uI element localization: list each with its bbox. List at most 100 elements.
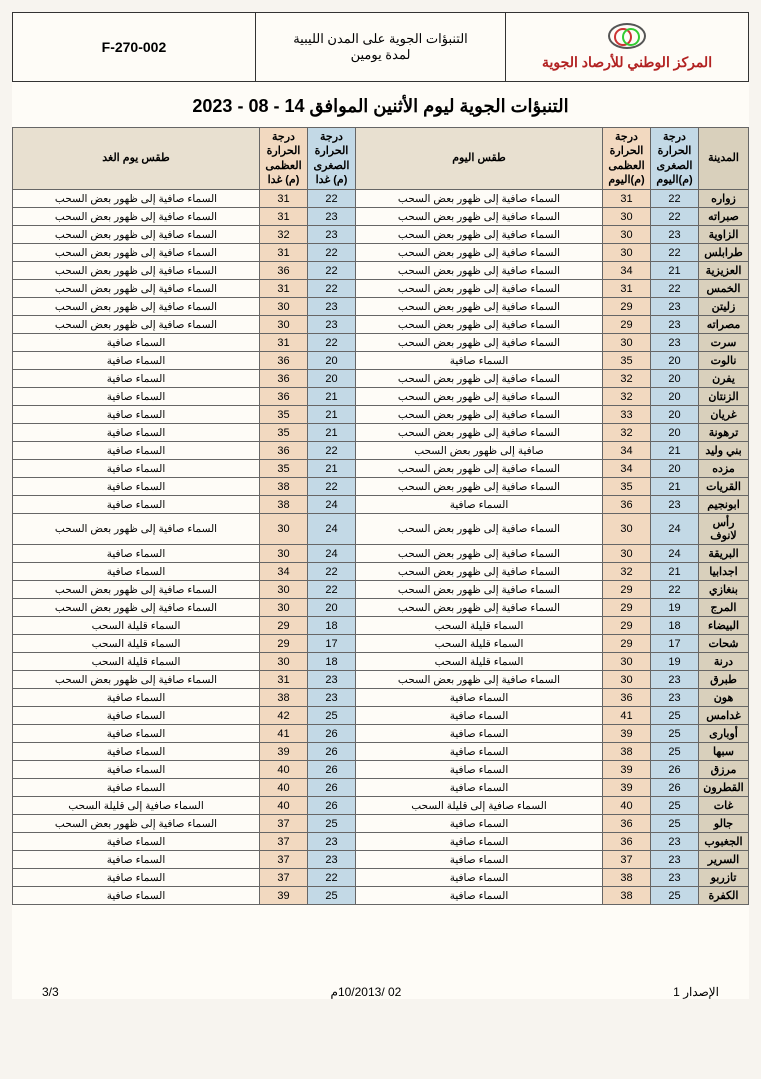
city-cell: يفرن bbox=[699, 370, 749, 388]
weather-tomorrow-cell: السماء صافية bbox=[13, 761, 260, 779]
weather-tomorrow-cell: السماء صافية bbox=[13, 725, 260, 743]
max-today-cell: 32 bbox=[603, 370, 651, 388]
min-tomorrow-cell: 21 bbox=[308, 424, 356, 442]
max-today-cell: 38 bbox=[603, 869, 651, 887]
weather-today-cell: السماء صافية bbox=[356, 815, 603, 833]
min-tomorrow-cell: 23 bbox=[308, 208, 356, 226]
weather-tomorrow-cell: السماء صافية bbox=[13, 370, 260, 388]
col-weather-today: طقس اليوم bbox=[356, 128, 603, 190]
max-tomorrow-cell: 30 bbox=[260, 581, 308, 599]
max-today-cell: 41 bbox=[603, 707, 651, 725]
min-tomorrow-cell: 22 bbox=[308, 334, 356, 352]
max-today-cell: 39 bbox=[603, 761, 651, 779]
city-cell: العزيزية bbox=[699, 262, 749, 280]
table-row: زواره2231السماء صافية إلى ظهور بعض السحب… bbox=[13, 190, 749, 208]
weather-today-cell: السماء صافية إلى ظهور بعض السحب bbox=[356, 388, 603, 406]
max-tomorrow-cell: 39 bbox=[260, 887, 308, 905]
min-today-cell: 17 bbox=[651, 635, 699, 653]
min-tomorrow-cell: 24 bbox=[308, 496, 356, 514]
weather-tomorrow-cell: السماء صافية إلى ظهور بعض السحب bbox=[13, 262, 260, 280]
max-today-cell: 36 bbox=[603, 689, 651, 707]
main-title: التنبؤات الجوية ليوم الأثنين الموافق 14 … bbox=[12, 96, 749, 117]
forecast-table: المدينة درجة الحرارة الصغرى (م)اليوم درج… bbox=[12, 127, 749, 905]
weather-tomorrow-cell: السماء قليلة السحب bbox=[13, 635, 260, 653]
min-tomorrow-cell: 25 bbox=[308, 707, 356, 725]
city-cell: سبها bbox=[699, 743, 749, 761]
min-tomorrow-cell: 23 bbox=[308, 851, 356, 869]
max-today-cell: 35 bbox=[603, 478, 651, 496]
col-min-today: درجة الحرارة الصغرى (م)اليوم bbox=[651, 128, 699, 190]
city-cell: درنة bbox=[699, 653, 749, 671]
weather-tomorrow-cell: السماء صافية bbox=[13, 496, 260, 514]
min-tomorrow-cell: 22 bbox=[308, 581, 356, 599]
weather-today-cell: السماء صافية إلى ظهور بعض السحب bbox=[356, 208, 603, 226]
min-today-cell: 24 bbox=[651, 514, 699, 545]
max-today-cell: 31 bbox=[603, 280, 651, 298]
max-tomorrow-cell: 31 bbox=[260, 334, 308, 352]
min-today-cell: 24 bbox=[651, 545, 699, 563]
min-tomorrow-cell: 22 bbox=[308, 442, 356, 460]
min-today-cell: 19 bbox=[651, 653, 699, 671]
table-row: أوبارى2539السماء صافية2641السماء صافية bbox=[13, 725, 749, 743]
city-cell: القطرون bbox=[699, 779, 749, 797]
min-tomorrow-cell: 22 bbox=[308, 869, 356, 887]
city-cell: أوبارى bbox=[699, 725, 749, 743]
max-tomorrow-cell: 36 bbox=[260, 262, 308, 280]
max-tomorrow-cell: 32 bbox=[260, 226, 308, 244]
footer-page: 3/3 bbox=[42, 985, 59, 999]
table-row: الجغبوب2336السماء صافية2337السماء صافية bbox=[13, 833, 749, 851]
city-cell: السرير bbox=[699, 851, 749, 869]
weather-today-cell: السماء صافية إلى ظهور بعض السحب bbox=[356, 424, 603, 442]
min-tomorrow-cell: 23 bbox=[308, 298, 356, 316]
max-today-cell: 29 bbox=[603, 617, 651, 635]
city-cell: جالو bbox=[699, 815, 749, 833]
max-tomorrow-cell: 31 bbox=[260, 280, 308, 298]
max-tomorrow-cell: 38 bbox=[260, 478, 308, 496]
table-row: سبها2538السماء صافية2639السماء صافية bbox=[13, 743, 749, 761]
min-today-cell: 25 bbox=[651, 743, 699, 761]
max-today-cell: 36 bbox=[603, 833, 651, 851]
max-today-cell: 32 bbox=[603, 563, 651, 581]
table-row: سرت2330السماء صافية إلى ظهور بعض السحب22… bbox=[13, 334, 749, 352]
min-today-cell: 23 bbox=[651, 496, 699, 514]
min-today-cell: 22 bbox=[651, 581, 699, 599]
max-today-cell: 29 bbox=[603, 581, 651, 599]
min-today-cell: 22 bbox=[651, 190, 699, 208]
min-tomorrow-cell: 22 bbox=[308, 244, 356, 262]
weather-tomorrow-cell: السماء صافية إلى ظهور بعض السحب bbox=[13, 208, 260, 226]
weather-today-cell: السماء قليلة السحب bbox=[356, 617, 603, 635]
footer-issue: الإصدار 1 bbox=[673, 985, 719, 999]
min-tomorrow-cell: 20 bbox=[308, 352, 356, 370]
weather-today-cell: السماء صافية bbox=[356, 779, 603, 797]
max-today-cell: 38 bbox=[603, 887, 651, 905]
min-tomorrow-cell: 23 bbox=[308, 689, 356, 707]
weather-tomorrow-cell: السماء صافية إلى ظهور بعض السحب bbox=[13, 581, 260, 599]
weather-tomorrow-cell: السماء صافية bbox=[13, 779, 260, 797]
max-today-cell: 32 bbox=[603, 388, 651, 406]
weather-tomorrow-cell: السماء صافية إلى ظهور بعض السحب bbox=[13, 671, 260, 689]
weather-today-cell: السماء صافية bbox=[356, 851, 603, 869]
min-today-cell: 20 bbox=[651, 424, 699, 442]
min-today-cell: 22 bbox=[651, 208, 699, 226]
max-today-cell: 30 bbox=[603, 653, 651, 671]
weather-tomorrow-cell: السماء صافية bbox=[13, 707, 260, 725]
footer-date: 02 /10/2013م bbox=[331, 985, 402, 999]
city-cell: غدامس bbox=[699, 707, 749, 725]
max-today-cell: 39 bbox=[603, 779, 651, 797]
max-today-cell: 31 bbox=[603, 190, 651, 208]
max-tomorrow-cell: 30 bbox=[260, 298, 308, 316]
max-today-cell: 39 bbox=[603, 725, 651, 743]
weather-today-cell: السماء صافية إلى ظهور بعض السحب bbox=[356, 478, 603, 496]
min-today-cell: 23 bbox=[651, 226, 699, 244]
max-tomorrow-cell: 35 bbox=[260, 406, 308, 424]
min-tomorrow-cell: 24 bbox=[308, 545, 356, 563]
weather-tomorrow-cell: السماء صافية إلى ظهور بعض السحب bbox=[13, 298, 260, 316]
city-cell: الكفرة bbox=[699, 887, 749, 905]
min-today-cell: 23 bbox=[651, 671, 699, 689]
table-row: اجدابيا2132السماء صافية إلى ظهور بعض الس… bbox=[13, 563, 749, 581]
weather-today-cell: السماء صافية bbox=[356, 833, 603, 851]
min-tomorrow-cell: 23 bbox=[308, 226, 356, 244]
min-tomorrow-cell: 21 bbox=[308, 460, 356, 478]
min-tomorrow-cell: 23 bbox=[308, 671, 356, 689]
max-tomorrow-cell: 37 bbox=[260, 869, 308, 887]
